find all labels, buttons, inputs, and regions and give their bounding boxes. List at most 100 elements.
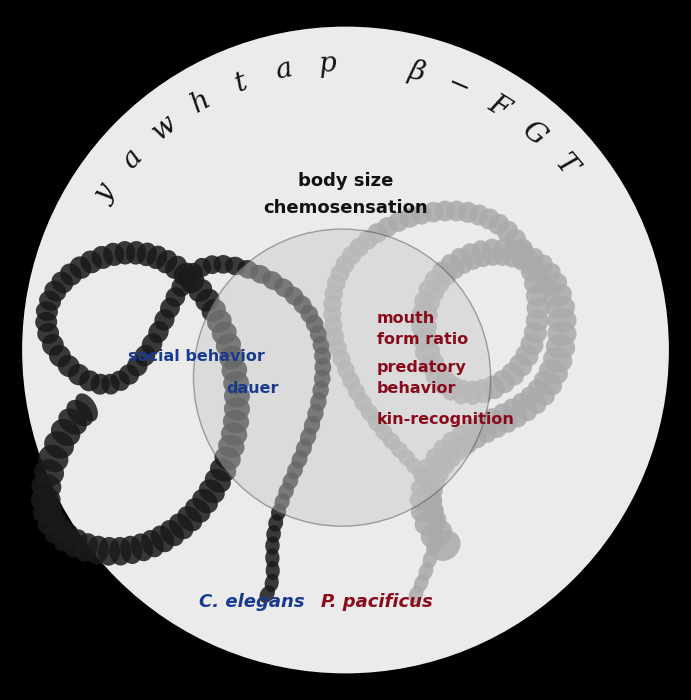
Ellipse shape [527,298,549,319]
Ellipse shape [446,201,466,221]
Ellipse shape [160,298,180,318]
Ellipse shape [160,520,184,546]
Ellipse shape [406,457,422,474]
Ellipse shape [415,509,446,535]
Ellipse shape [37,323,59,344]
Ellipse shape [39,444,68,472]
Ellipse shape [546,335,575,360]
Ellipse shape [223,410,249,433]
Ellipse shape [271,503,286,521]
Ellipse shape [202,299,226,322]
Text: behavior: behavior [377,382,456,396]
Ellipse shape [399,207,420,228]
Ellipse shape [86,536,109,564]
Ellipse shape [156,250,178,273]
Ellipse shape [39,290,61,311]
Ellipse shape [354,393,372,412]
Ellipse shape [314,346,331,365]
Ellipse shape [493,239,513,266]
Ellipse shape [36,301,58,321]
Ellipse shape [42,334,64,356]
Text: t: t [231,69,252,97]
Ellipse shape [547,308,576,332]
Ellipse shape [79,370,100,391]
Ellipse shape [441,254,464,279]
Ellipse shape [115,241,135,265]
Ellipse shape [323,305,341,324]
Ellipse shape [296,439,312,458]
Text: kin-recognition: kin-recognition [377,412,515,426]
Ellipse shape [461,244,482,270]
Ellipse shape [314,358,331,377]
Ellipse shape [419,561,433,581]
Ellipse shape [225,257,245,275]
Ellipse shape [324,316,342,335]
Ellipse shape [528,255,553,280]
Text: F: F [483,91,513,124]
Ellipse shape [283,472,299,490]
Ellipse shape [323,295,342,313]
Ellipse shape [142,333,162,355]
Ellipse shape [388,212,408,232]
Text: form ratio: form ratio [377,332,468,347]
Ellipse shape [419,474,435,491]
Ellipse shape [310,392,327,412]
Ellipse shape [452,425,477,454]
Ellipse shape [119,365,139,385]
Ellipse shape [358,230,378,250]
Ellipse shape [60,263,82,286]
Ellipse shape [421,519,452,548]
Ellipse shape [428,525,443,544]
Ellipse shape [342,372,360,391]
Ellipse shape [348,382,366,401]
Ellipse shape [127,356,148,377]
Ellipse shape [64,529,88,557]
Ellipse shape [30,488,61,512]
Text: body size: body size [298,172,393,190]
Ellipse shape [224,397,250,421]
Ellipse shape [306,315,323,333]
Ellipse shape [265,548,280,568]
Ellipse shape [178,506,202,531]
Ellipse shape [192,489,218,513]
Ellipse shape [442,432,468,460]
Ellipse shape [103,243,124,266]
Ellipse shape [429,531,461,561]
Ellipse shape [51,419,80,446]
Text: −: − [443,69,475,104]
Circle shape [193,229,491,526]
Ellipse shape [265,536,280,555]
Ellipse shape [462,419,487,448]
Ellipse shape [539,360,568,384]
Ellipse shape [511,239,533,260]
Text: h: h [187,86,216,118]
Ellipse shape [512,243,534,270]
Ellipse shape [544,284,572,307]
Ellipse shape [521,260,543,282]
Ellipse shape [287,461,303,480]
Ellipse shape [504,229,526,250]
Ellipse shape [109,537,131,566]
Ellipse shape [331,265,350,283]
Ellipse shape [524,272,547,294]
Text: P. pacificus: P. pacificus [321,593,433,611]
Ellipse shape [543,347,572,372]
Ellipse shape [166,287,185,307]
Ellipse shape [58,408,87,435]
Ellipse shape [451,248,473,274]
Ellipse shape [526,309,549,332]
Ellipse shape [196,288,219,312]
Ellipse shape [327,274,346,293]
Ellipse shape [97,537,120,566]
Ellipse shape [68,364,90,385]
Ellipse shape [426,363,449,386]
Ellipse shape [325,284,343,302]
Ellipse shape [419,352,444,375]
Ellipse shape [214,255,233,274]
Ellipse shape [268,514,283,532]
Ellipse shape [375,423,392,441]
Ellipse shape [154,309,175,330]
Ellipse shape [429,513,444,532]
Text: a: a [117,144,148,174]
Ellipse shape [342,246,361,265]
